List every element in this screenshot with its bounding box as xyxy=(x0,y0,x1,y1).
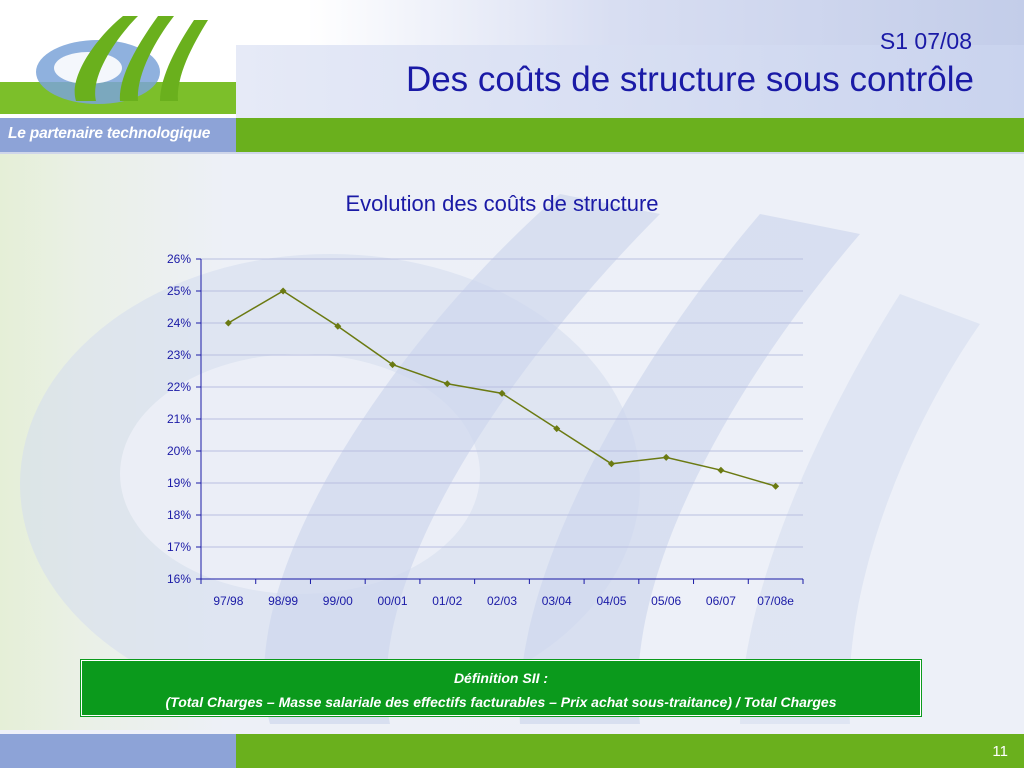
footer-blue-block xyxy=(0,734,236,768)
x-tick-label: 02/03 xyxy=(487,594,517,608)
header-green-band xyxy=(236,118,1024,152)
data-point xyxy=(334,322,342,330)
definition-title: Définition SII : xyxy=(453,670,549,686)
data-point xyxy=(498,389,506,397)
data-point xyxy=(279,287,287,295)
data-point xyxy=(224,319,232,327)
page-number: 11 xyxy=(992,743,1008,760)
data-point xyxy=(662,453,670,461)
tagline: Le partenaire technologique xyxy=(8,125,211,142)
x-tick-label: 03/04 xyxy=(542,594,572,608)
y-tick-label: 23% xyxy=(167,348,191,362)
x-tick-label: 97/98 xyxy=(213,594,243,608)
x-tick-label: 04/05 xyxy=(596,594,626,608)
chart-title: Evolution des coûts de structure xyxy=(345,191,659,216)
definition-formula: (Total Charges – Masse salariale des eff… xyxy=(165,694,837,710)
x-tick-label: 99/00 xyxy=(323,594,353,608)
data-point xyxy=(607,460,615,468)
y-tick-label: 22% xyxy=(167,380,191,394)
x-tick-label: 98/99 xyxy=(268,594,298,608)
series-line xyxy=(227,290,776,487)
x-tick-label: 07/08e xyxy=(757,594,794,608)
y-tick-label: 21% xyxy=(167,412,191,426)
x-tick-label: 05/06 xyxy=(651,594,681,608)
tagline-bar xyxy=(0,118,236,152)
data-point xyxy=(772,482,780,490)
y-tick-label: 24% xyxy=(167,316,191,330)
data-point xyxy=(553,425,561,433)
slide-title: Des coûts de structure sous contrôle xyxy=(405,60,974,99)
header-title-area xyxy=(236,45,1024,118)
y-tick-label: 20% xyxy=(167,444,191,458)
y-tick-label: 18% xyxy=(167,508,191,522)
data-point xyxy=(717,466,725,474)
data-point xyxy=(443,380,451,388)
y-tick-label: 26% xyxy=(167,252,191,266)
data-point xyxy=(389,361,397,369)
x-tick-label: 06/07 xyxy=(706,594,736,608)
y-tick-label: 19% xyxy=(167,476,191,490)
logo-watermark xyxy=(20,194,980,724)
y-tick-label: 25% xyxy=(167,284,191,298)
definition-box: Définition SII : (Total Charges – Masse … xyxy=(80,659,922,717)
x-tick-label: 01/02 xyxy=(432,594,462,608)
slide-body xyxy=(0,154,1024,730)
y-tick-label: 17% xyxy=(167,540,191,554)
x-tick-label: 00/01 xyxy=(378,594,408,608)
slide-date: S1 07/08 xyxy=(879,28,972,54)
y-tick-label: 16% xyxy=(167,572,191,586)
header-divider xyxy=(0,152,1024,154)
sii-logo xyxy=(36,16,208,104)
